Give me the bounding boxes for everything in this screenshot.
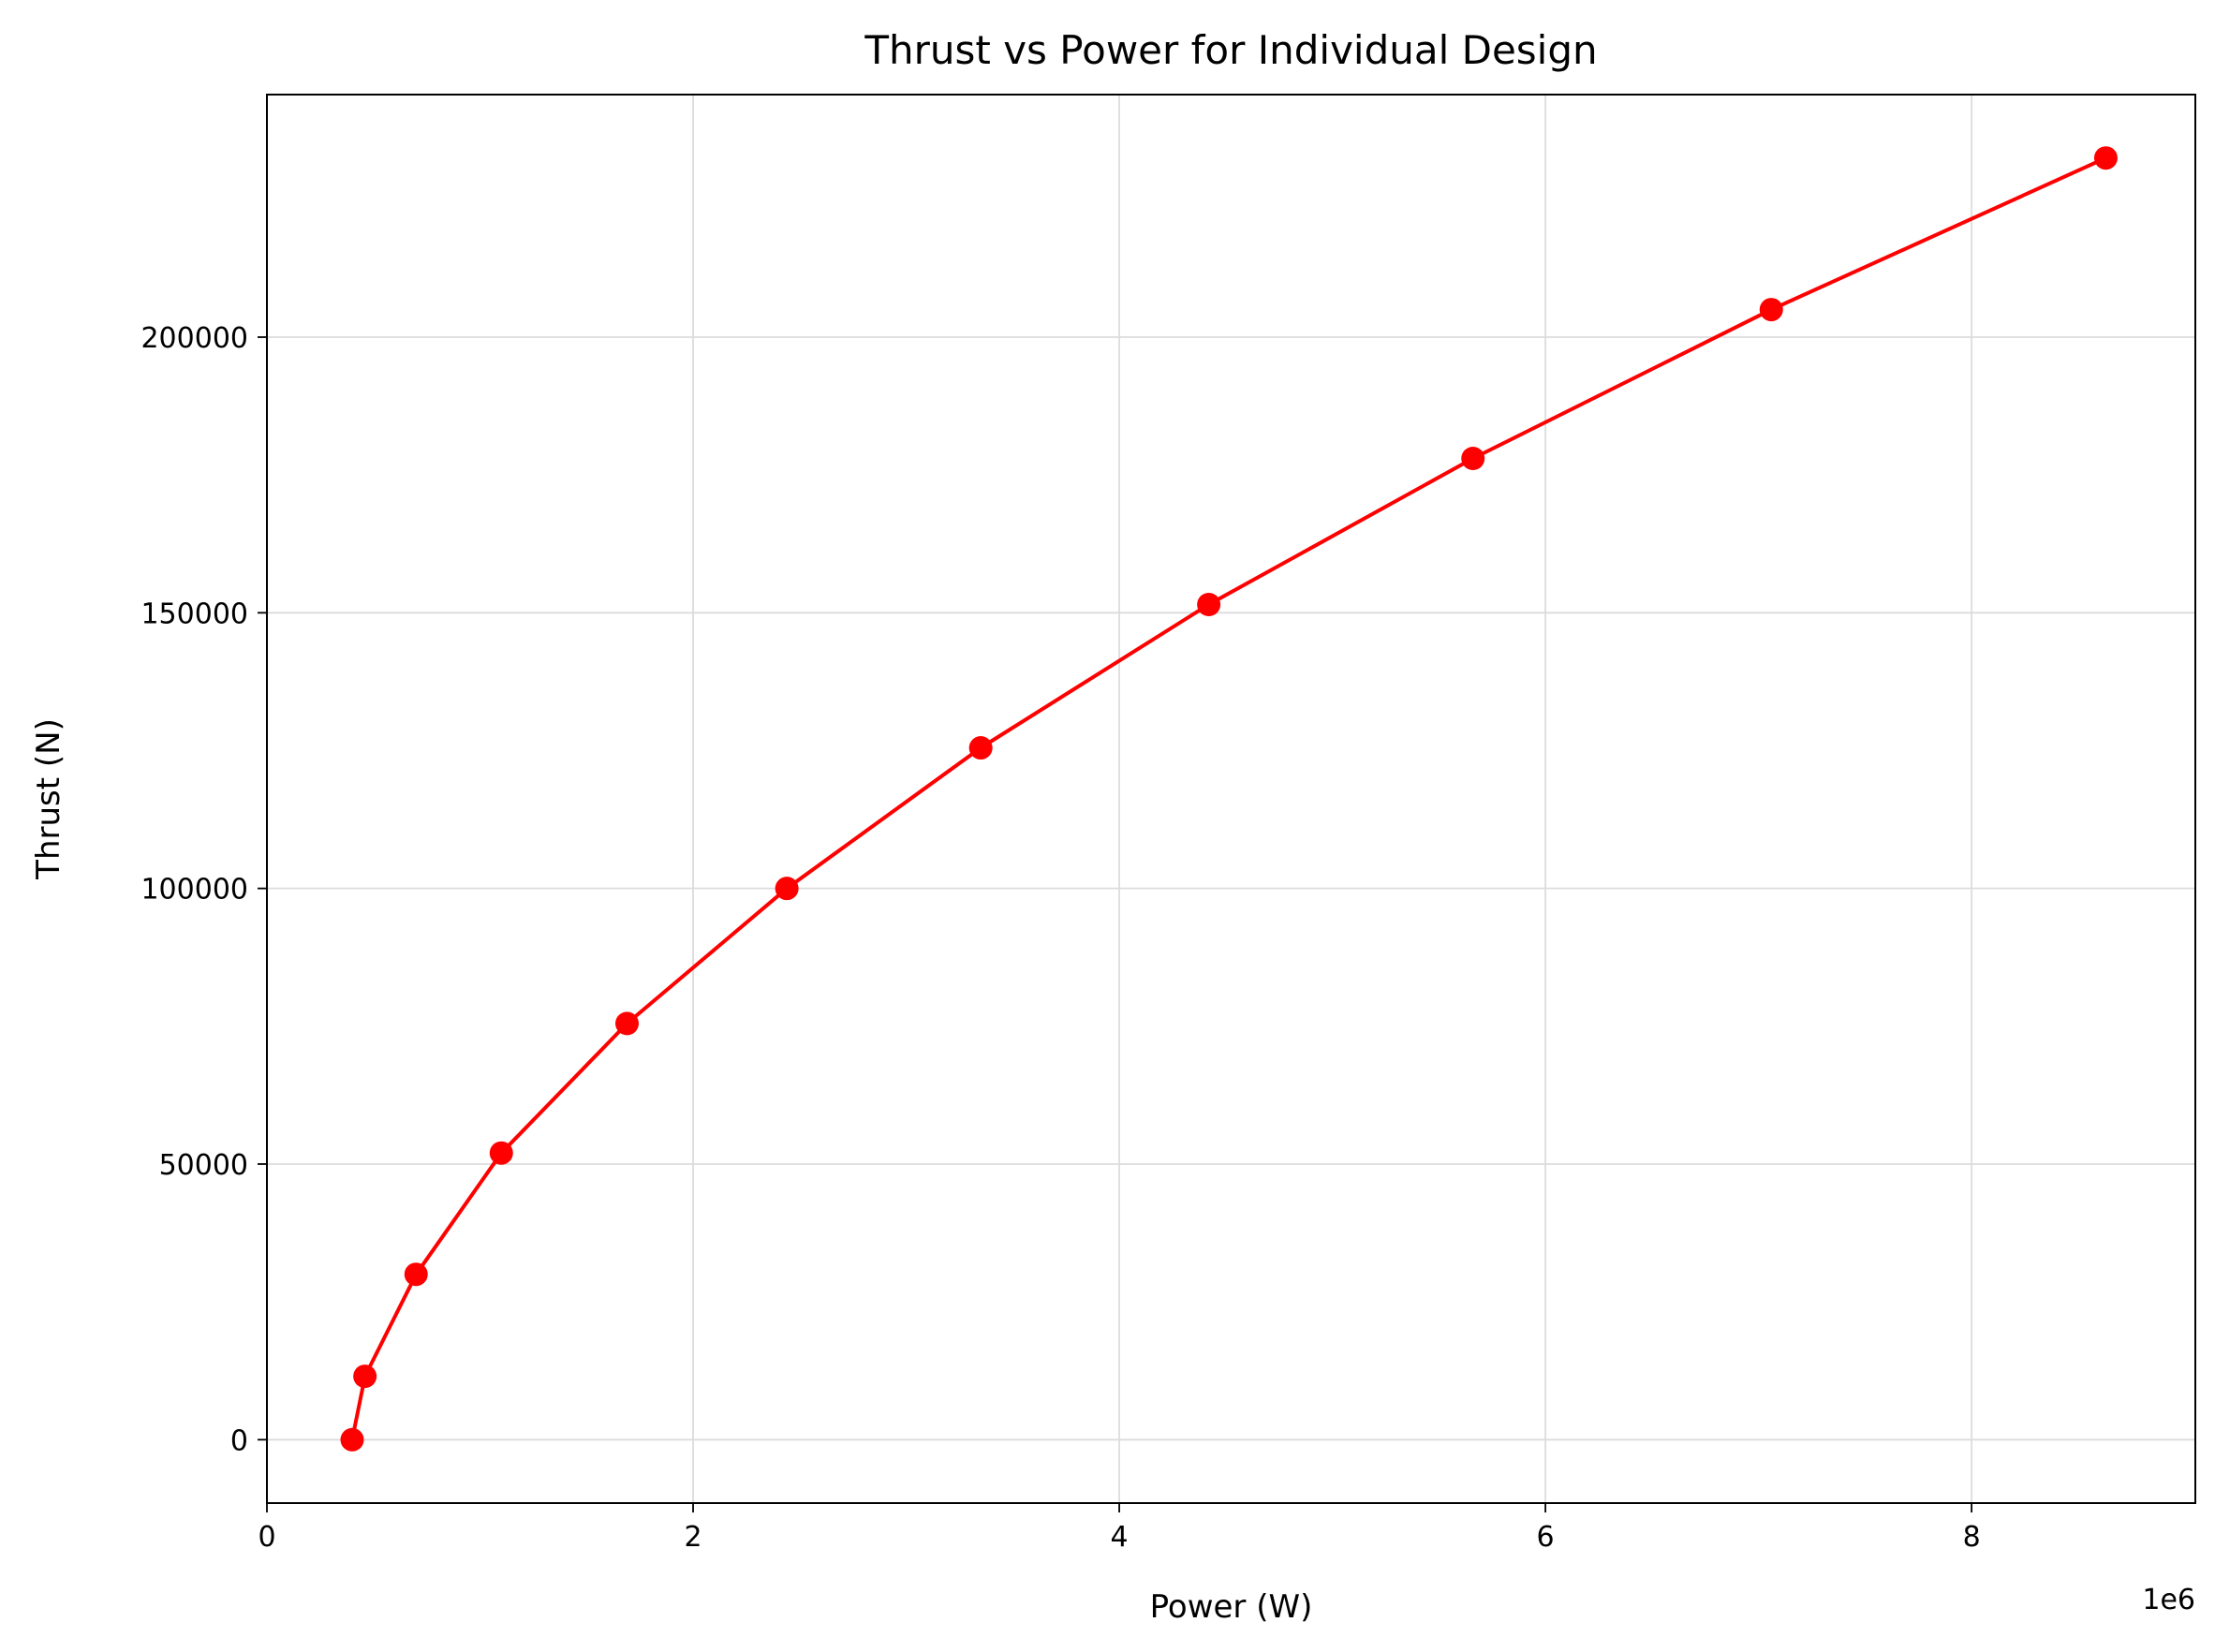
y-tick-label: 100000 <box>140 874 248 907</box>
data-point <box>775 877 799 901</box>
y-tick-label: 200000 <box>140 322 248 355</box>
y-axis-label: Thrust (N) <box>30 718 67 880</box>
chart-title: Thrust vs Power for Individual Design <box>864 27 1597 73</box>
plot-frame <box>266 94 2196 1504</box>
x-tick-label: 2 <box>684 1521 701 1554</box>
data-point <box>1197 593 1221 617</box>
data-point <box>489 1141 513 1165</box>
data-point <box>353 1364 377 1389</box>
grid <box>266 95 2195 1503</box>
x-tick-label: 0 <box>258 1521 275 1554</box>
data-point <box>2093 146 2118 170</box>
data-point <box>968 736 993 760</box>
y-tick-label: 150000 <box>140 597 248 630</box>
series-line <box>350 155 2107 1440</box>
x-tick-label: 4 <box>1111 1521 1129 1554</box>
data-point <box>404 1262 428 1287</box>
ticks: 0 2 4 6 8 0 50000 100000 150000 200000 <box>140 322 1980 1554</box>
data-point <box>1759 298 1783 322</box>
y-tick-label: 0 <box>230 1424 248 1457</box>
data-point <box>1461 447 1485 471</box>
data-point <box>340 1427 364 1452</box>
data-point <box>614 1011 639 1036</box>
y-tick-label: 50000 <box>159 1149 248 1182</box>
series-layer <box>340 146 2118 1452</box>
x-tick-label: 6 <box>1537 1521 1555 1554</box>
x-axis-label: Power (W) <box>1150 1588 1313 1626</box>
x-offset-label: 1e6 <box>2142 1584 2195 1616</box>
x-tick-label: 8 <box>1963 1521 1981 1554</box>
